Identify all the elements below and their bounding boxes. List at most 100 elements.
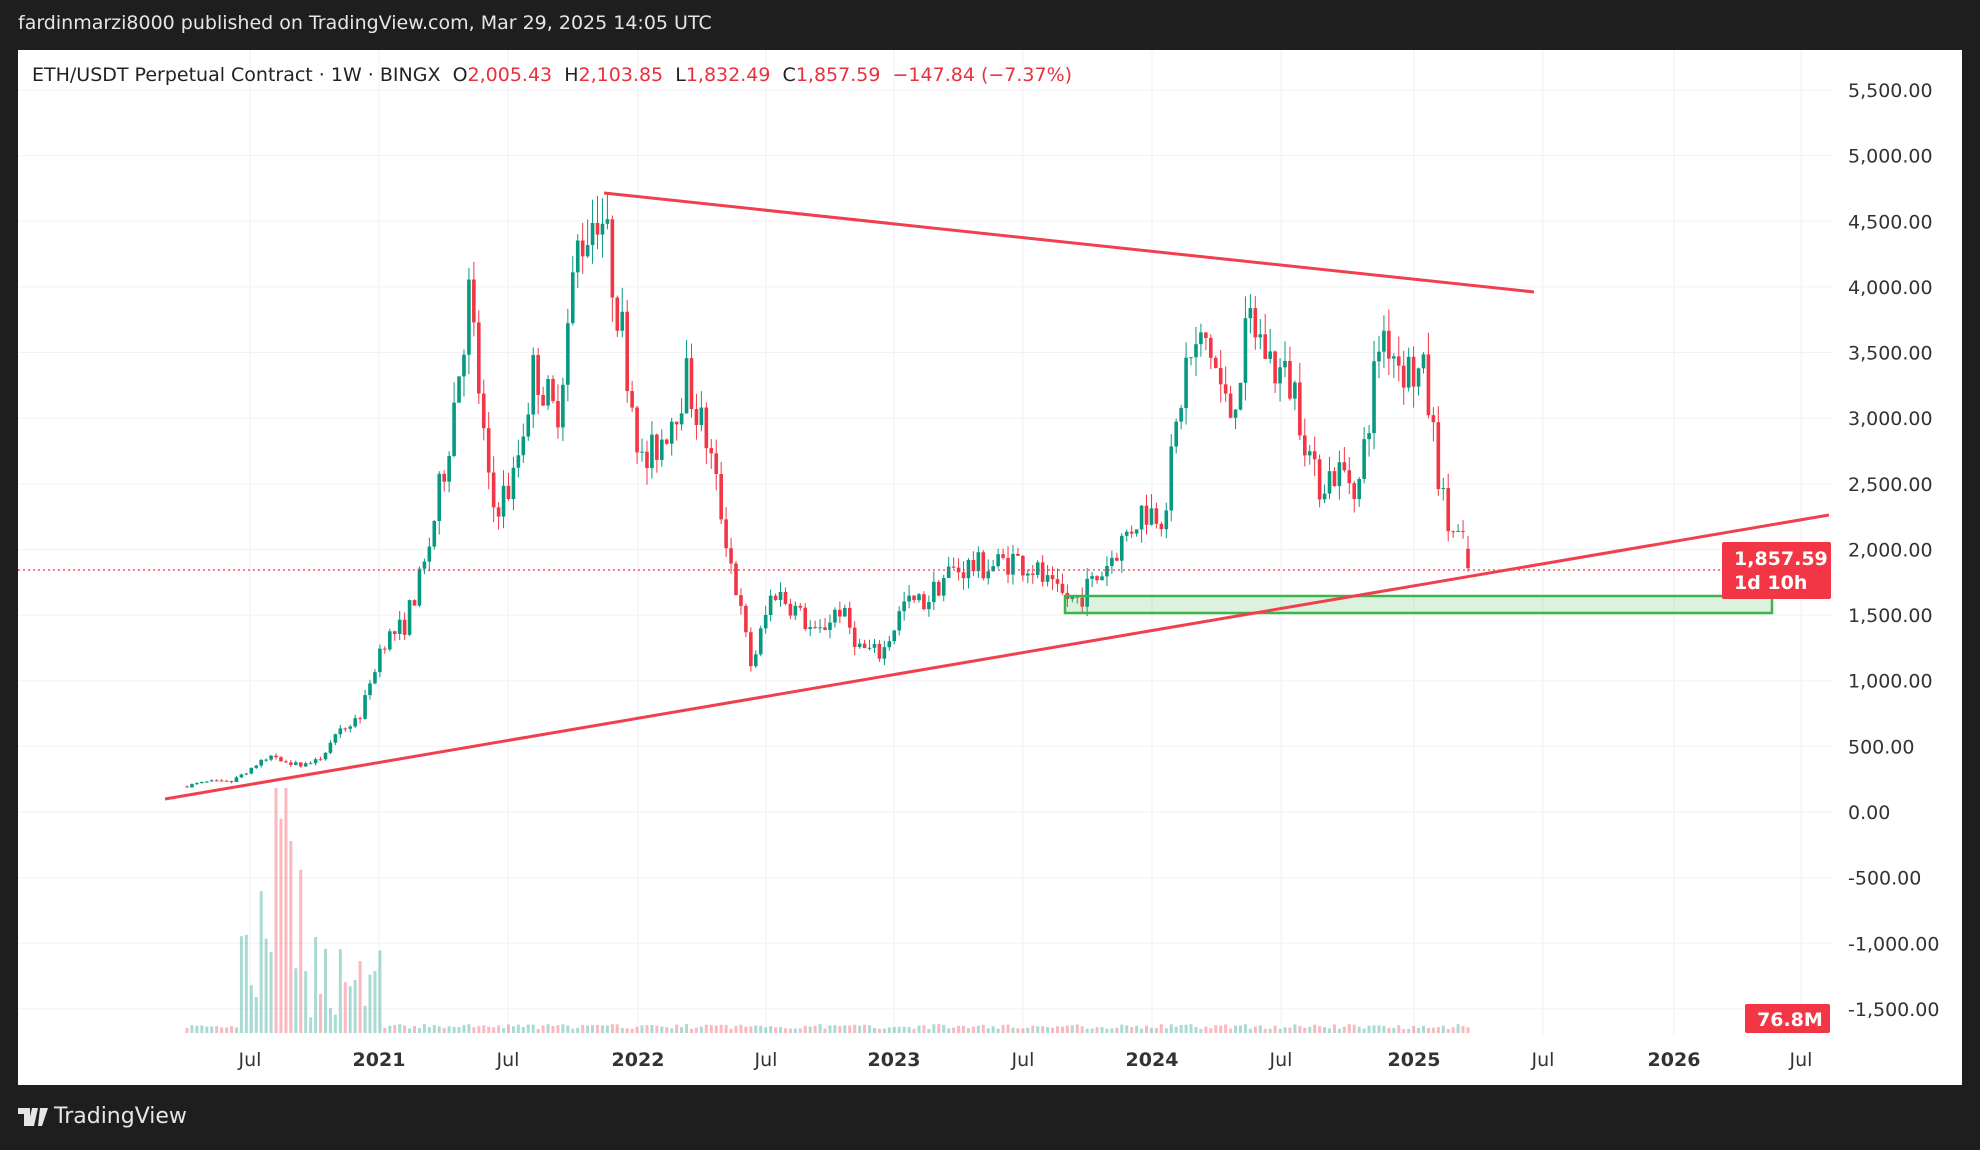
- candle-body: [1189, 357, 1193, 359]
- candle-body: [294, 762, 298, 765]
- candle-body: [442, 473, 446, 482]
- time-tick-label: 2024: [1126, 1049, 1179, 1071]
- volume-bar: [610, 1024, 614, 1033]
- volume-bar: [284, 788, 288, 1033]
- volume-bar: [541, 1025, 545, 1033]
- volume-bar: [754, 1025, 758, 1033]
- candle-body: [1110, 557, 1114, 567]
- candle-body: [1263, 334, 1268, 359]
- candle-body: [882, 647, 887, 659]
- candle-body: [808, 627, 812, 630]
- candle-body: [1426, 354, 1431, 416]
- candle-body: [847, 607, 852, 628]
- volume-bar: [220, 1027, 224, 1033]
- candle-body: [689, 358, 694, 410]
- candle-body: [966, 560, 971, 579]
- candle-body: [694, 409, 699, 426]
- time-tick-label: 2022: [612, 1049, 665, 1071]
- volume-bar: [526, 1024, 530, 1033]
- grid: [18, 50, 1832, 1035]
- candle-body: [254, 765, 259, 768]
- volume-bar: [724, 1024, 728, 1033]
- candle-body: [209, 780, 214, 782]
- candle-body: [1134, 529, 1139, 534]
- volume-bar: [497, 1025, 501, 1033]
- candle-body: [1021, 555, 1025, 576]
- volume-bar: [388, 1025, 392, 1033]
- candle-body: [1312, 451, 1317, 460]
- volume-bar: [863, 1024, 867, 1033]
- volume-bar: [937, 1024, 941, 1033]
- candle-body: [1387, 330, 1391, 359]
- volume-value: 76.8M: [1757, 1009, 1823, 1031]
- candle-body: [1080, 597, 1085, 607]
- volume-bar: [1238, 1025, 1242, 1033]
- candle-body: [343, 728, 348, 730]
- candle-body: [204, 781, 209, 783]
- candle-body: [1115, 557, 1119, 561]
- volume-bar: [244, 934, 248, 1033]
- volume-bar: [1288, 1027, 1292, 1033]
- candle-body: [284, 761, 288, 763]
- symbol-title[interactable]: ETH/USDT Perpetual Contract · 1W · BINGX: [32, 64, 441, 86]
- candle-body: [768, 595, 773, 615]
- time-axis: Jul 2021 Jul 2022 Jul 2023 Jul 2024 Jul 2025 Jul 20…: [238, 1049, 1813, 1071]
- candle-body: [734, 563, 738, 596]
- volume-bar: [1412, 1026, 1416, 1033]
- volume-bar: [1318, 1026, 1322, 1033]
- volume-bar: [665, 1027, 669, 1033]
- candle-body: [714, 453, 719, 474]
- volume-bar: [417, 1027, 421, 1033]
- volume-bar: [650, 1024, 654, 1033]
- volume-bar: [962, 1025, 966, 1033]
- volume-bar: [457, 1026, 461, 1033]
- volume-bar: [1298, 1025, 1302, 1033]
- volume-bar: [1436, 1027, 1440, 1033]
- candle-body: [1377, 351, 1381, 362]
- volume-bar: [843, 1025, 847, 1033]
- candle-body: [195, 783, 199, 785]
- descending-trendline[interactable]: [603, 191, 1535, 294]
- volume-bar: [1135, 1025, 1139, 1033]
- volume-bar: [398, 1024, 402, 1033]
- candle-body: [833, 609, 837, 623]
- volume-bar: [1248, 1028, 1252, 1033]
- candle-body: [724, 519, 728, 549]
- tradingview-logo[interactable]: TradingView: [18, 1104, 187, 1129]
- volume-bar: [1229, 1028, 1233, 1033]
- support-zone[interactable]: [1063, 594, 1774, 615]
- volume-bar: [1041, 1026, 1045, 1033]
- volume-bar: [749, 1026, 753, 1033]
- candle-body: [457, 376, 461, 403]
- volume-bar: [719, 1024, 723, 1033]
- volume-bar: [1387, 1027, 1391, 1033]
- candle-body: [773, 595, 778, 600]
- candle-body: [1278, 367, 1282, 384]
- volume-bar: [1224, 1024, 1228, 1033]
- candle-body: [852, 627, 857, 648]
- volume-bar: [1293, 1024, 1297, 1033]
- volume-bar: [427, 1027, 431, 1033]
- candle-body: [778, 591, 783, 600]
- chart-panel[interactable]: [18, 50, 1962, 1085]
- volume-bar: [1323, 1027, 1327, 1033]
- volume-bar: [1051, 1027, 1055, 1033]
- candle-body: [1149, 508, 1154, 525]
- candle-body: [818, 627, 822, 629]
- volume-bar: [279, 818, 283, 1033]
- candle-body: [521, 436, 526, 456]
- volume-bar: [323, 948, 327, 1033]
- candle-body: [1124, 531, 1129, 536]
- candle-body: [516, 455, 521, 468]
- volume-bar: [1337, 1028, 1341, 1033]
- volume-bar: [358, 961, 362, 1033]
- candle-body: [531, 355, 536, 415]
- candle-body: [368, 683, 372, 696]
- candle-body: [1327, 471, 1332, 494]
- candle-body: [1392, 356, 1396, 359]
- volume-bar: [1145, 1025, 1149, 1033]
- ascending-trendline[interactable]: [164, 513, 1830, 801]
- candle-body: [561, 384, 565, 428]
- volume-bar: [645, 1025, 649, 1033]
